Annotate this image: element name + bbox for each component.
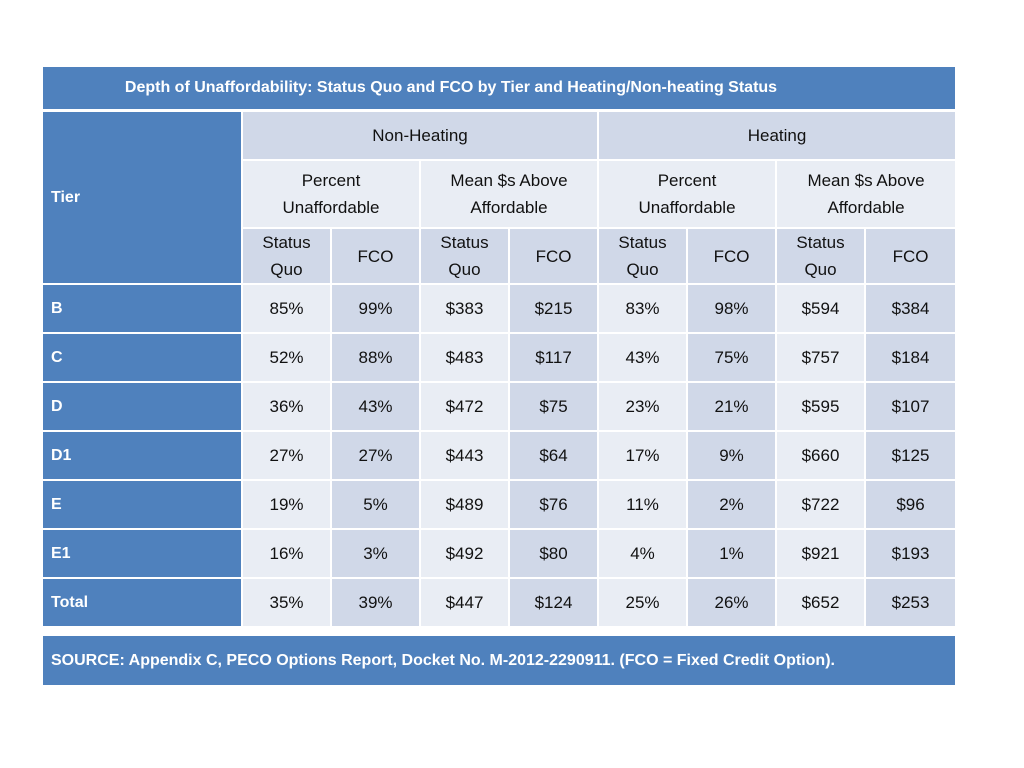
group-header-heating: Heating: [599, 112, 956, 161]
table-cell: $75: [510, 383, 600, 432]
status-quo-header: Status Quo: [777, 229, 867, 285]
table-cell: $253: [866, 579, 956, 628]
table-cell: 3%: [332, 530, 421, 579]
table-cell: $125: [866, 432, 956, 481]
table-cell: 43%: [332, 383, 421, 432]
table-cell: 5%: [332, 481, 421, 530]
table-cell: 36%: [243, 383, 332, 432]
table-cell: $76: [510, 481, 600, 530]
table-cell: 11%: [599, 481, 689, 530]
table-cell: $107: [866, 383, 956, 432]
tier-label: D: [43, 383, 243, 432]
table-cell: $660: [777, 432, 867, 481]
table-row: E 19% 5% $489 $76 11% 2% $722 $96: [43, 481, 956, 530]
table-cell: $652: [777, 579, 867, 628]
source-note: SOURCE: Appendix C, PECO Options Report,…: [43, 636, 955, 685]
table-cell: 35%: [243, 579, 332, 628]
table-cell: $215: [510, 285, 600, 334]
table-cell: 21%: [688, 383, 778, 432]
tier-label: C: [43, 334, 243, 383]
tier-label: E: [43, 481, 243, 530]
table-cell: 17%: [599, 432, 689, 481]
table-cell: $489: [421, 481, 510, 530]
table-cell: 1%: [688, 530, 778, 579]
table-cell: 19%: [243, 481, 332, 530]
table-cell: $447: [421, 579, 510, 628]
table-row: C 52% 88% $483 $117 43% 75% $757 $184: [43, 334, 956, 383]
tier-label: Total: [43, 579, 243, 628]
table-row: D 36% 43% $472 $75 23% 21% $595 $107: [43, 383, 956, 432]
tier-label: E1: [43, 530, 243, 579]
table-cell: $921: [777, 530, 867, 579]
table-cell: $757: [777, 334, 867, 383]
table-cell: $184: [866, 334, 956, 383]
table-row: D1 27% 27% $443 $64 17% 9% $660 $125: [43, 432, 956, 481]
tier-label: B: [43, 285, 243, 334]
fco-header: FCO: [866, 229, 956, 285]
status-quo-header: Status Quo: [243, 229, 332, 285]
table-row: Total 35% 39% $447 $124 25% 26% $652 $253: [43, 579, 956, 628]
table-cell: $124: [510, 579, 600, 628]
table-cell: 98%: [688, 285, 778, 334]
table-cell: $384: [866, 285, 956, 334]
table-cell: 26%: [688, 579, 778, 628]
table-cell: 39%: [332, 579, 421, 628]
table-cell: $472: [421, 383, 510, 432]
table-cell: 88%: [332, 334, 421, 383]
table-cell: $117: [510, 334, 600, 383]
table-cell: $383: [421, 285, 510, 334]
table-cell: 83%: [599, 285, 689, 334]
table-row: E1 16% 3% $492 $80 4% 1% $921 $193: [43, 530, 956, 579]
table-cell: 9%: [688, 432, 778, 481]
subgroup-header: Percent Unaffordable: [243, 161, 421, 229]
group-header-non-heating: Non-Heating: [243, 112, 600, 161]
table-row: B 85% 99% $383 $215 83% 98% $594 $384: [43, 285, 956, 334]
fco-header: FCO: [510, 229, 600, 285]
tier-header: Tier: [43, 112, 243, 285]
tier-label: D1: [43, 432, 243, 481]
table-cell: 25%: [599, 579, 689, 628]
table-cell: $96: [866, 481, 956, 530]
table-cell: $594: [777, 285, 867, 334]
table-cell: 27%: [243, 432, 332, 481]
fco-header: FCO: [688, 229, 778, 285]
table-cell: $483: [421, 334, 510, 383]
status-quo-header: Status Quo: [421, 229, 510, 285]
table-cell: $193: [866, 530, 956, 579]
subgroup-header: Percent Unaffordable: [599, 161, 778, 229]
unaffordability-table: Tier Non-Heating Heating Percent Unafford…: [43, 112, 956, 628]
table-cell: 43%: [599, 334, 689, 383]
table-cell: $595: [777, 383, 867, 432]
subgroup-header: Mean $s Above Affordable: [777, 161, 956, 229]
table-cell: 85%: [243, 285, 332, 334]
table-cell: 2%: [688, 481, 778, 530]
table-cell: $492: [421, 530, 510, 579]
table-cell: $443: [421, 432, 510, 481]
status-quo-header: Status Quo: [599, 229, 689, 285]
table-cell: 16%: [243, 530, 332, 579]
fco-header: FCO: [332, 229, 421, 285]
table-cell: $722: [777, 481, 867, 530]
table-cell: 27%: [332, 432, 421, 481]
table-cell: $64: [510, 432, 600, 481]
subgroup-header: Mean $s Above Affordable: [421, 161, 600, 229]
table-title: Depth of Unaffordability: Status Quo and…: [43, 67, 955, 109]
table-cell: 23%: [599, 383, 689, 432]
table-cell: 99%: [332, 285, 421, 334]
table-cell: 52%: [243, 334, 332, 383]
table-cell: 75%: [688, 334, 778, 383]
table-cell: $80: [510, 530, 600, 579]
table-cell: 4%: [599, 530, 689, 579]
